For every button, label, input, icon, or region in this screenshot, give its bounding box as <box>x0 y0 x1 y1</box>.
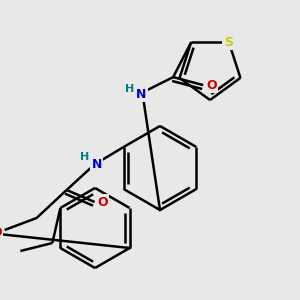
Text: H: H <box>124 84 134 94</box>
Text: S: S <box>224 36 233 49</box>
Text: N: N <box>92 158 102 170</box>
Text: O: O <box>97 196 108 208</box>
Text: H: H <box>80 152 89 162</box>
Text: O: O <box>206 79 217 92</box>
Text: N: N <box>136 88 146 100</box>
Text: O: O <box>0 226 2 238</box>
